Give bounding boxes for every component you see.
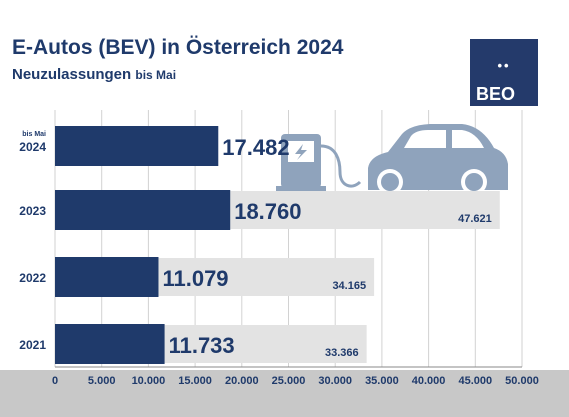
beo-logo: •• BEO	[470, 39, 538, 106]
lightning-bolt-icon	[295, 144, 307, 160]
car-window-rear-icon	[452, 130, 484, 148]
car-wheel-rear-icon	[465, 173, 483, 191]
x-tick-label: 30.000	[318, 375, 352, 387]
logo-text: BEO	[476, 84, 516, 104]
category-note-2024: bis Mai	[22, 131, 46, 138]
charging-cable-icon	[320, 144, 362, 188]
x-tick-label: 45.000	[458, 375, 492, 387]
logo-dots: ••	[497, 58, 511, 73]
subtitle-note: bis Mai	[135, 68, 177, 82]
data-label-total-2022: 34.165	[332, 280, 366, 292]
bar-ytd-2023	[55, 190, 231, 230]
data-label-total-2023: 47.621	[458, 213, 492, 225]
category-label-2022: 2022	[19, 271, 46, 285]
data-label-ytd-2022: 11.079	[162, 266, 228, 291]
data-label-ytd-2024: 17.482	[222, 135, 289, 160]
x-tick-label: 5.000	[88, 375, 116, 387]
x-tick-label: 50.000	[505, 375, 539, 387]
data-label-ytd-2021: 11.733	[169, 333, 235, 358]
bar-ytd-2021	[55, 324, 165, 364]
x-tick-label: 25.000	[272, 375, 306, 387]
category-label-2021: 2021	[19, 338, 46, 352]
data-label-ytd-2023: 18.760	[234, 199, 301, 224]
bar-ytd-2022	[55, 257, 159, 297]
subtitle-main: Neuzulassungen	[12, 66, 132, 83]
car-wheel-front-icon	[381, 173, 399, 191]
chart-title: E-Autos (BEV) in Österreich 2024	[12, 36, 344, 59]
x-tick-label: 0	[52, 375, 58, 387]
x-tick-label: 40.000	[412, 375, 446, 387]
bottom-band	[0, 370, 569, 417]
category-label-2023: 2023	[19, 204, 46, 218]
chart-subtitle: Neuzulassungen bis Mai	[12, 66, 176, 83]
car-window-front-icon	[404, 130, 446, 148]
x-tick-label: 20.000	[225, 375, 259, 387]
data-label-total-2021: 33.366	[325, 347, 359, 359]
bar-ytd-2024	[55, 126, 219, 166]
x-tick-label: 15.000	[178, 375, 212, 387]
category-label-2024: 2024	[19, 140, 46, 154]
charging-station-base-icon	[276, 186, 326, 192]
x-tick-label: 35.000	[365, 375, 399, 387]
charging-station-icon-group	[276, 124, 508, 195]
x-tick-label: 10.000	[132, 375, 166, 387]
